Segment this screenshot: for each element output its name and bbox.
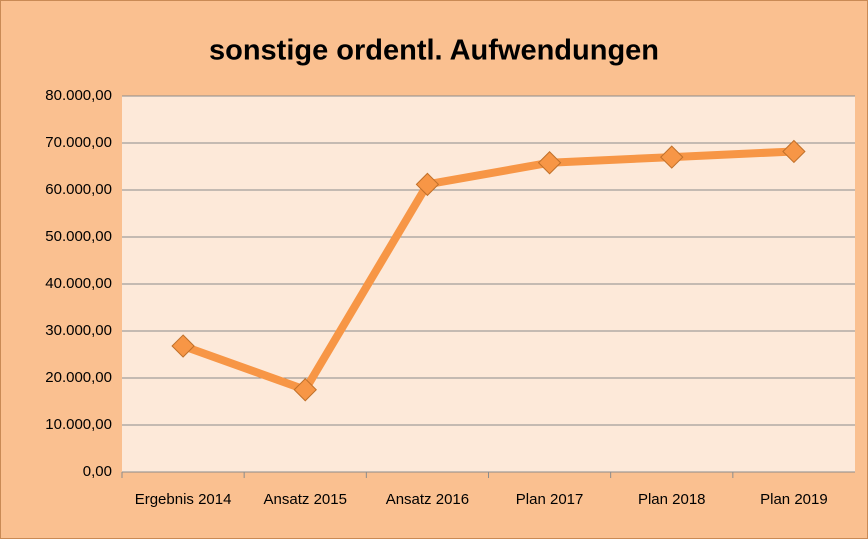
x-tick-label: Ansatz 2015 (264, 491, 347, 508)
y-tick-label: 0,00 (83, 463, 112, 480)
y-tick-label: 80.000,00 (45, 87, 112, 104)
x-tick-label: Plan 2019 (760, 491, 828, 508)
y-tick-label: 50.000,00 (45, 228, 112, 245)
chart-title: sonstige ordentl. Aufwendungen (209, 35, 659, 67)
marker (415, 172, 440, 197)
series-line (181, 147, 795, 394)
x-tick-label: Plan 2018 (638, 491, 706, 508)
marker (171, 334, 195, 358)
y-tick-label: 60.000,00 (45, 181, 112, 198)
marker (660, 145, 684, 169)
x-tick-label: Ansatz 2016 (386, 491, 469, 508)
y-tick-label: 40.000,00 (45, 275, 112, 292)
marker (782, 139, 806, 164)
y-tick-label: 30.000,00 (45, 322, 112, 339)
x-tick-label: Ergebnis 2014 (135, 491, 232, 508)
marker (537, 151, 562, 175)
y-tick-label: 10.000,00 (45, 416, 112, 433)
marker (293, 378, 317, 402)
y-tick-label: 70.000,00 (45, 134, 112, 151)
y-tick-label: 20.000,00 (45, 369, 112, 386)
x-tick-label: Plan 2017 (516, 491, 584, 508)
